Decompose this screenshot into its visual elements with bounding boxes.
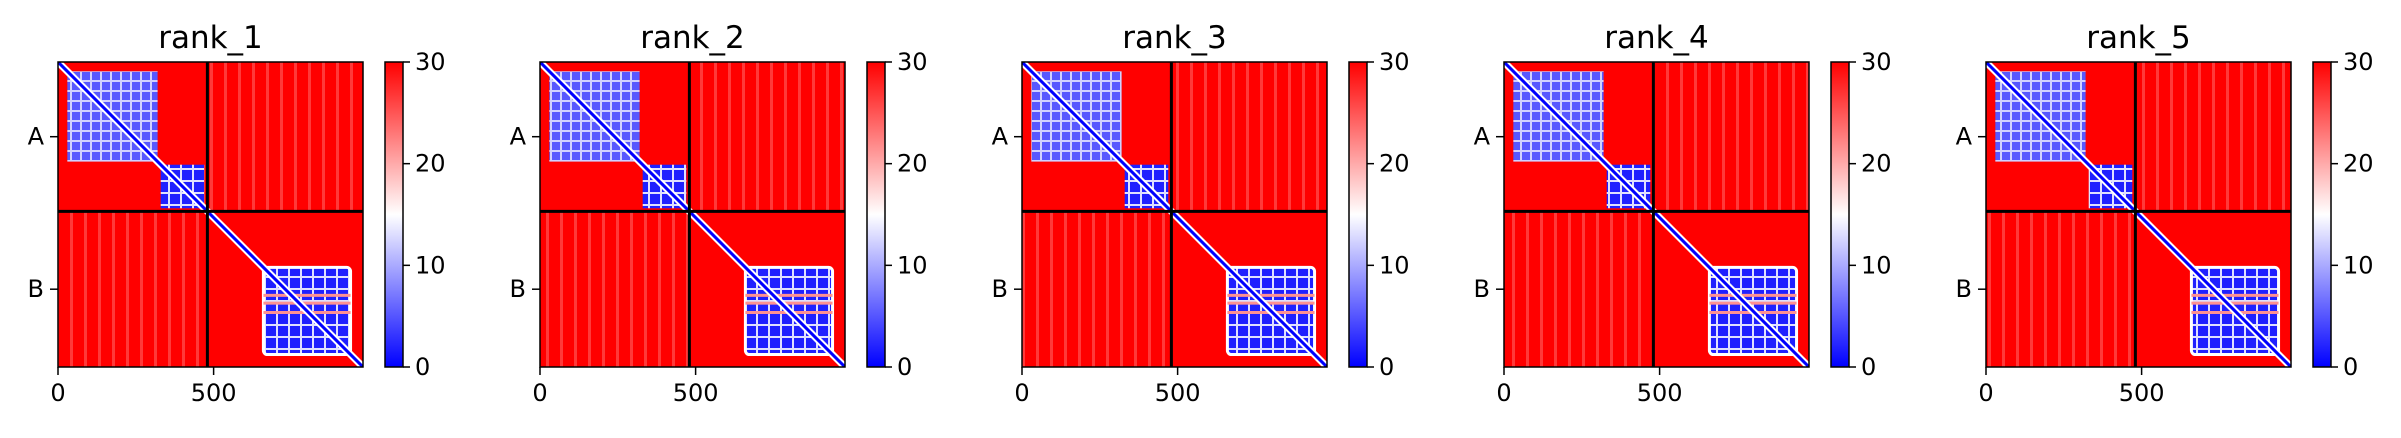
colorbar-tick-label: 20 (1379, 150, 1410, 178)
heatmap (1504, 62, 1809, 367)
domain-stripe (2191, 293, 2279, 297)
x-tick-label: 0 (532, 379, 547, 407)
chain-label: B (510, 275, 526, 303)
x-tick-label: 500 (1155, 379, 1201, 407)
domain-stripe (1709, 293, 1797, 297)
colorbar-tick-label: 30 (1861, 48, 1892, 76)
heatmap (58, 62, 363, 367)
colorbar: 0 10 20 30 (384, 48, 446, 381)
colorbar-tick-label: 10 (1379, 251, 1410, 279)
heatmap (1986, 62, 2291, 367)
colorbar-tick-label: 10 (2343, 251, 2374, 279)
inter-chain-block (1653, 62, 1809, 212)
inter-chain-block (58, 211, 208, 367)
diagonal (540, 62, 845, 367)
chain-label: B (992, 275, 1008, 303)
colorbar-tick-label: 0 (1861, 353, 1876, 381)
x-tick-label: 0 (1014, 379, 1029, 407)
panel-title: rank_2 (640, 20, 745, 56)
axes-frame (1985, 61, 2292, 368)
diagonal (1986, 62, 2291, 367)
domain-stripe (745, 301, 833, 305)
colorbar-tick-label: 30 (2343, 48, 2374, 76)
axes-frame (1021, 61, 1328, 368)
diagonal (1504, 62, 1809, 367)
colorbar-gradient (2312, 61, 2332, 368)
chain-label: A (28, 123, 45, 151)
domain-stripe (263, 293, 351, 297)
colorbar-gradient (866, 61, 886, 368)
colorbar-gradient (1348, 61, 1368, 368)
diagonal (58, 62, 363, 367)
colorbar-tick-label: 20 (415, 150, 446, 178)
panel-4: rank_4 0 500 A B 0 10 20 30 (1474, 20, 1892, 407)
inter-chain-block (2135, 62, 2291, 212)
inter-chain-block (1171, 62, 1327, 212)
colorbar-tick-label: 0 (415, 353, 430, 381)
chain-label: A (992, 123, 1009, 151)
colorbar-tick-label: 0 (1379, 353, 1394, 381)
x-tick-label: 0 (50, 379, 65, 407)
chain-label: A (510, 123, 527, 151)
panel-title: rank_3 (1122, 20, 1227, 56)
domain-stripe (1227, 293, 1315, 297)
chain-label: B (1956, 275, 1972, 303)
chain-label: B (28, 275, 44, 303)
colorbar-tick-label: 0 (897, 353, 912, 381)
inter-chain-block (1022, 211, 1172, 367)
diagonal (1022, 62, 1327, 367)
colorbar-tick-label: 0 (2343, 353, 2358, 381)
x-tick-label: 0 (1978, 379, 1993, 407)
panel-title: rank_5 (2086, 20, 2191, 56)
colorbar: 0 10 20 30 (866, 48, 928, 381)
panel-1: rank_1 0 500 A B 0 10 20 30 (28, 20, 446, 407)
heatmap (540, 62, 845, 367)
inter-chain-block (540, 211, 690, 367)
panel-title: rank_4 (1604, 20, 1709, 56)
inter-chain-block (1504, 211, 1654, 367)
x-tick-label: 500 (1637, 379, 1683, 407)
colorbar-gradient (384, 61, 404, 368)
domain-stripe (745, 293, 833, 297)
domain-stripe (1227, 301, 1315, 305)
heatmap (1022, 62, 1327, 367)
inter-chain-block (689, 62, 845, 212)
inter-chain-block (207, 62, 363, 212)
colorbar-tick-label: 20 (2343, 150, 2374, 178)
domain-stripe (1709, 301, 1797, 305)
domain-stripe (2191, 301, 2279, 305)
colorbar-tick-label: 20 (897, 150, 928, 178)
panel-title: rank_1 (158, 20, 263, 56)
colorbar: 0 10 20 30 (1830, 48, 1892, 381)
colorbar-tick-label: 10 (1861, 251, 1892, 279)
x-tick-label: 500 (191, 379, 237, 407)
colorbar-tick-label: 10 (415, 251, 446, 279)
colorbar-tick-label: 20 (1861, 150, 1892, 178)
panel-2: rank_2 0 500 A B 0 10 20 30 (510, 20, 928, 407)
axes-frame (57, 61, 364, 368)
colorbar-tick-label: 30 (415, 48, 446, 76)
colorbar-tick-label: 30 (897, 48, 928, 76)
x-tick-label: 500 (2119, 379, 2165, 407)
chain-label: B (1474, 275, 1490, 303)
axes-frame (539, 61, 846, 368)
chain-label: A (1474, 123, 1491, 151)
colorbar-gradient (1830, 61, 1850, 368)
x-tick-label: 0 (1496, 379, 1511, 407)
colorbar-tick-label: 30 (1379, 48, 1410, 76)
panel-5: rank_5 0 500 A B 0 10 20 30 (1956, 20, 2374, 407)
panel-3: rank_3 0 500 A B 0 10 20 30 (992, 20, 1410, 407)
x-tick-label: 500 (673, 379, 719, 407)
domain-stripe (263, 301, 351, 305)
chain-label: A (1956, 123, 1973, 151)
colorbar: 0 10 20 30 (1348, 48, 1410, 381)
axes-frame (1503, 61, 1810, 368)
inter-chain-block (1986, 211, 2136, 367)
colorbar-tick-label: 10 (897, 251, 928, 279)
colorbar: 0 10 20 30 (2312, 48, 2374, 381)
